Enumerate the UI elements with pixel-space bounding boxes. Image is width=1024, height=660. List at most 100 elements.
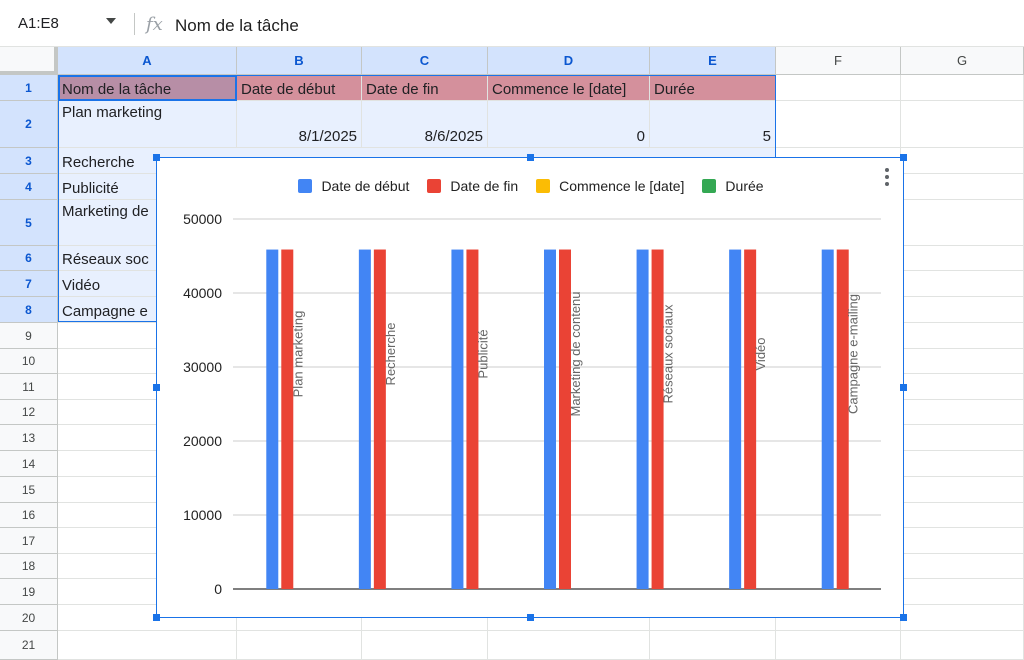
- empty-cell[interactable]: [901, 174, 1024, 200]
- cell-e1[interactable]: Durée: [650, 75, 776, 101]
- formula-input[interactable]: Nom de la tâche: [175, 16, 299, 35]
- legend-swatch: [298, 179, 313, 193]
- empty-cell[interactable]: [237, 605, 362, 631]
- empty-cell[interactable]: [650, 605, 776, 631]
- column-header-e[interactable]: E: [650, 47, 776, 75]
- cell-a8[interactable]: Campagne e: [62, 303, 148, 320]
- cell-a7[interactable]: Vidéo: [62, 277, 101, 294]
- cell-f2[interactable]: [776, 101, 901, 148]
- empty-cell[interactable]: [901, 477, 1024, 503]
- cell-a1[interactable]: Nom de la tâche: [58, 75, 237, 101]
- empty-cell[interactable]: [901, 374, 1024, 400]
- cell-e2[interactable]: 5: [650, 101, 776, 148]
- category-label: Plan marketing: [290, 311, 305, 398]
- column-header-c[interactable]: C: [362, 47, 488, 75]
- resize-handle-bottom-left[interactable]: [153, 614, 160, 621]
- row-header-18[interactable]: 18: [0, 554, 58, 579]
- chart-menu-icon[interactable]: [882, 166, 892, 188]
- chart[interactable]: Date de début Date de fin Commence le [dat…: [153, 154, 907, 621]
- column-header-g[interactable]: G: [901, 47, 1024, 75]
- row-header-13[interactable]: 13: [0, 425, 58, 451]
- cell-c1[interactable]: Date de fin: [362, 75, 488, 101]
- row-header-9[interactable]: 9: [0, 323, 58, 349]
- row-header-1[interactable]: 1: [0, 75, 58, 101]
- empty-cell[interactable]: [58, 605, 237, 631]
- resize-handle-bottom[interactable]: [527, 614, 534, 621]
- empty-cell[interactable]: [901, 451, 1024, 477]
- row-header-3[interactable]: 3: [0, 148, 58, 174]
- empty-cell[interactable]: [901, 579, 1024, 605]
- cell-g1[interactable]: [901, 75, 1024, 101]
- empty-cell[interactable]: [650, 631, 776, 660]
- legend-item[interactable]: Commence le [date]: [536, 178, 684, 194]
- resize-handle-top-right[interactable]: [900, 154, 907, 161]
- cell-b1[interactable]: Date de début: [237, 75, 362, 101]
- empty-cell[interactable]: [901, 349, 1024, 374]
- cell-a2[interactable]: Plan marketing: [58, 101, 237, 148]
- name-box-value: A1:E8: [18, 14, 59, 32]
- row-header-14[interactable]: 14: [0, 451, 58, 477]
- legend-item[interactable]: Durée: [702, 178, 764, 194]
- empty-cell[interactable]: [901, 323, 1024, 349]
- legend-label: Durée: [725, 178, 764, 194]
- column-header-b[interactable]: B: [237, 47, 362, 75]
- column-header-d[interactable]: D: [488, 47, 650, 75]
- row-header-10[interactable]: 10: [0, 349, 58, 374]
- empty-cell[interactable]: [901, 297, 1024, 323]
- cell-d2[interactable]: 0: [488, 101, 650, 148]
- empty-cell[interactable]: [901, 200, 1024, 246]
- resize-handle-bottom-right[interactable]: [900, 614, 907, 621]
- resize-handle-top[interactable]: [527, 154, 534, 161]
- row-header-21[interactable]: 21: [0, 631, 58, 660]
- empty-cell[interactable]: [901, 605, 1024, 631]
- row-header-5[interactable]: 5: [0, 200, 58, 246]
- cell-a3[interactable]: Recherche: [62, 154, 135, 171]
- legend-item[interactable]: Date de fin: [427, 178, 518, 194]
- row-header-7[interactable]: 7: [0, 271, 58, 297]
- select-all-corner[interactable]: [0, 47, 58, 75]
- row-header-19[interactable]: 19: [0, 579, 58, 605]
- legend-item[interactable]: Date de début: [298, 178, 409, 194]
- empty-cell[interactable]: [776, 631, 901, 660]
- cell-b2[interactable]: 8/1/2025: [237, 101, 362, 148]
- cell-f1[interactable]: [776, 75, 901, 101]
- cell-g2[interactable]: [901, 101, 1024, 148]
- column-header-a[interactable]: A: [58, 47, 237, 75]
- empty-cell[interactable]: [901, 554, 1024, 579]
- row-header-8[interactable]: 8: [0, 297, 58, 323]
- empty-cell[interactable]: [901, 271, 1024, 297]
- row-header-15[interactable]: 15: [0, 477, 58, 503]
- row-header-6[interactable]: 6: [0, 246, 58, 271]
- resize-handle-right[interactable]: [900, 384, 907, 391]
- cell-a6[interactable]: Réseaux soc: [62, 251, 149, 268]
- name-box[interactable]: A1:E8: [0, 9, 130, 37]
- resize-handle-top-left[interactable]: [153, 154, 160, 161]
- empty-cell[interactable]: [237, 631, 362, 660]
- column-header-f[interactable]: F: [776, 47, 901, 75]
- cell-a4[interactable]: Publicité: [62, 180, 119, 197]
- cell-d1[interactable]: Commence le [date]: [488, 75, 650, 101]
- empty-cell[interactable]: [901, 503, 1024, 528]
- row-header-20[interactable]: 20: [0, 605, 58, 631]
- empty-cell[interactable]: [901, 400, 1024, 425]
- row-header-2[interactable]: 2: [0, 101, 58, 148]
- cell-c2[interactable]: 8/6/2025: [362, 101, 488, 148]
- row-header-11[interactable]: 11: [0, 374, 58, 400]
- empty-cell[interactable]: [901, 631, 1024, 660]
- empty-cell[interactable]: [901, 425, 1024, 451]
- row-header-4[interactable]: 4: [0, 174, 58, 200]
- row-header-12[interactable]: 12: [0, 400, 58, 425]
- row-header-17[interactable]: 17: [0, 528, 58, 554]
- empty-cell[interactable]: [901, 246, 1024, 271]
- empty-cell[interactable]: [488, 605, 650, 631]
- row-header-16[interactable]: 16: [0, 503, 58, 528]
- empty-cell[interactable]: [488, 631, 650, 660]
- resize-handle-left[interactable]: [153, 384, 160, 391]
- empty-cell[interactable]: [362, 631, 488, 660]
- name-box-dropdown-icon[interactable]: [106, 18, 116, 24]
- empty-cell[interactable]: [901, 528, 1024, 554]
- empty-cell[interactable]: [58, 631, 237, 660]
- cell-a5[interactable]: Marketing de: [62, 203, 149, 220]
- empty-cell[interactable]: [901, 148, 1024, 174]
- empty-cell[interactable]: [362, 605, 488, 631]
